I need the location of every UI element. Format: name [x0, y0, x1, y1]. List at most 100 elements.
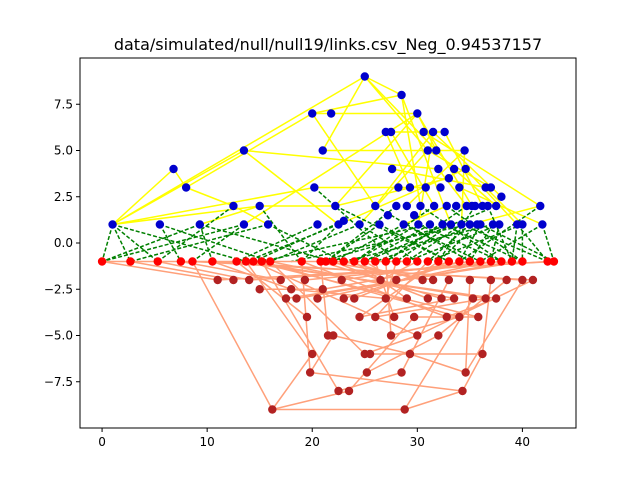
- baseline-node: [329, 257, 338, 266]
- lower-node: [255, 285, 264, 294]
- lower-node: [481, 294, 490, 303]
- lower-node: [305, 368, 315, 377]
- baseline-node: [371, 257, 380, 266]
- upper-edge: [334, 113, 418, 207]
- y-tick-label: 7.5: [54, 97, 73, 111]
- lower-edge: [301, 260, 448, 318]
- upper-node: [442, 201, 451, 211]
- upper-edge: [312, 94, 402, 115]
- lower-node: [455, 312, 464, 322]
- lower-node: [402, 294, 412, 303]
- baseline-node: [257, 257, 266, 266]
- cross-edge: [427, 223, 471, 263]
- cross-edge: [385, 205, 468, 263]
- baseline-node: [126, 257, 135, 266]
- upper-node: [536, 201, 545, 211]
- x-tick-label: 20: [305, 435, 320, 449]
- baseline-node: [465, 257, 475, 266]
- lower-node: [371, 312, 380, 322]
- lower-node: [390, 312, 399, 322]
- baseline-node: [339, 257, 348, 266]
- upper-node: [399, 220, 408, 229]
- lower-node: [413, 331, 422, 340]
- upper-node: [457, 220, 466, 229]
- baseline-node: [434, 257, 443, 266]
- lower-node: [281, 294, 291, 303]
- cross-edge: [353, 205, 435, 263]
- lower-edge: [461, 353, 484, 392]
- upper-node: [460, 146, 469, 155]
- lower-node: [474, 312, 483, 322]
- upper-node: [440, 127, 449, 137]
- lower-node: [423, 294, 433, 303]
- lower-node: [397, 368, 406, 377]
- lower-node: [318, 285, 327, 294]
- baseline-node: [402, 257, 412, 266]
- lower-node: [528, 275, 538, 285]
- cross-edge: [406, 223, 462, 263]
- lower-node: [400, 405, 409, 414]
- cross-edge: [420, 205, 502, 263]
- cross-edge: [253, 220, 345, 263]
- upper-node: [239, 146, 249, 155]
- upper-node: [538, 220, 547, 229]
- lower-node: [355, 312, 364, 322]
- lower-node: [365, 349, 375, 359]
- upper-node: [239, 220, 249, 229]
- cross-edge: [437, 205, 476, 262]
- lower-edge: [261, 261, 340, 392]
- upper-node: [518, 220, 527, 229]
- cross-edge: [427, 223, 523, 263]
- lower-node: [350, 294, 359, 303]
- cross-edge: [245, 223, 339, 263]
- baseline-node: [266, 257, 275, 266]
- upper-edge: [400, 94, 452, 225]
- upper-edge: [338, 168, 466, 226]
- upper-node: [452, 201, 461, 211]
- cross-edge: [199, 223, 334, 263]
- lower-node: [339, 294, 348, 303]
- lower-node: [302, 312, 312, 322]
- lower-edge: [416, 279, 534, 337]
- upper-node: [383, 211, 393, 220]
- cross-edge: [479, 223, 543, 263]
- upper-node: [195, 220, 204, 229]
- lower-edge: [191, 261, 273, 410]
- upper-node: [470, 201, 480, 211]
- lower-node: [244, 275, 254, 285]
- baseline-node: [392, 257, 401, 266]
- lower-node: [449, 294, 459, 303]
- upper-edge: [485, 186, 523, 226]
- cross-edge: [313, 186, 397, 263]
- lower-edge: [192, 260, 533, 281]
- x-tick-label: 40: [515, 435, 530, 449]
- lower-node: [313, 294, 322, 303]
- cross-edge: [375, 223, 478, 263]
- baseline-node: [176, 257, 186, 266]
- upper-node: [476, 220, 485, 229]
- cross-edge: [261, 223, 431, 263]
- lower-edge: [465, 279, 524, 373]
- upper-edge: [112, 75, 366, 226]
- x-tick-label: 0: [98, 435, 106, 449]
- lower-edge: [309, 335, 334, 373]
- cross-edge: [343, 223, 494, 263]
- lower-node: [405, 349, 415, 359]
- cross-edge: [458, 224, 482, 262]
- baseline-node: [549, 257, 559, 266]
- lower-node: [381, 294, 390, 303]
- upper-node: [495, 220, 504, 229]
- baseline-node: [321, 257, 331, 266]
- lower-node: [418, 275, 427, 285]
- lower-node: [292, 294, 301, 303]
- baseline-node: [360, 257, 369, 266]
- lower-node: [268, 405, 277, 414]
- baseline-node: [518, 257, 527, 266]
- upper-edge: [358, 149, 429, 226]
- lower-node: [392, 275, 401, 285]
- cross-edge: [159, 223, 271, 263]
- y-axis: −7.5 −5.0 −2.5 0.0 2.5 5.0 7.5: [44, 97, 80, 389]
- upper-node: [331, 201, 340, 211]
- upper-edge: [423, 131, 541, 207]
